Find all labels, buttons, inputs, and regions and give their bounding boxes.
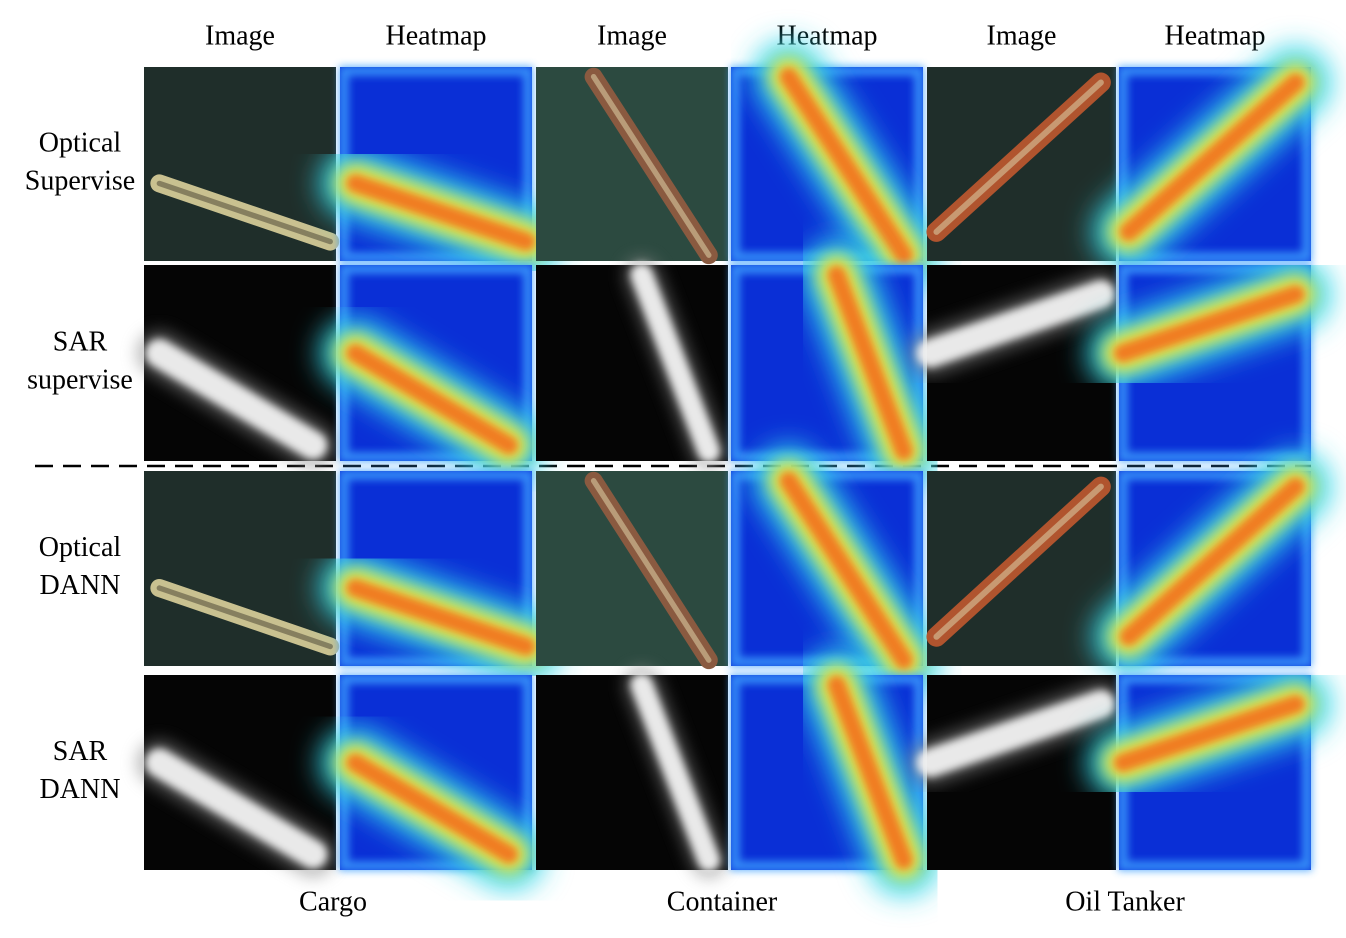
band <box>145 339 327 460</box>
row-label: SAR <box>53 736 108 767</box>
band <box>630 263 720 463</box>
heatmap <box>730 445 939 696</box>
image <box>536 257 728 469</box>
image <box>536 471 728 670</box>
band <box>827 265 913 461</box>
row-label: Optical <box>39 127 122 158</box>
band <box>590 73 712 258</box>
image <box>536 667 728 878</box>
heatmap <box>320 66 562 277</box>
heatmap-edge <box>1118 66 1312 262</box>
band <box>156 585 333 650</box>
band <box>916 690 1115 777</box>
class-label: Cargo <box>299 886 367 917</box>
column-header: Heatmap <box>1164 20 1265 51</box>
row-label: Supervise <box>25 165 135 196</box>
class-label: Oil Tanker <box>1065 886 1185 917</box>
image <box>908 675 1124 870</box>
band <box>1119 477 1305 646</box>
column-header: Image <box>597 20 667 51</box>
heatmap-edge <box>1118 470 1312 667</box>
band <box>346 344 518 455</box>
band <box>933 79 1104 235</box>
heatmap <box>320 470 562 682</box>
heatmap <box>1093 451 1331 672</box>
image <box>136 675 336 877</box>
band <box>916 280 1115 368</box>
heatmap <box>320 264 544 481</box>
image <box>908 265 1124 461</box>
band <box>145 748 327 869</box>
band <box>933 483 1104 640</box>
image <box>136 265 336 468</box>
column-header: Image <box>205 20 275 51</box>
column-header: Heatmap <box>385 20 486 51</box>
heatmap <box>730 649 939 896</box>
heatmap <box>1087 259 1331 462</box>
image <box>926 471 1116 666</box>
band <box>156 180 333 245</box>
band <box>630 673 720 872</box>
heatmap <box>730 41 939 291</box>
band <box>590 478 712 663</box>
band <box>346 753 518 864</box>
row-label: SAR <box>53 326 108 357</box>
heatmap <box>730 239 939 487</box>
band <box>779 67 913 265</box>
image <box>536 67 728 265</box>
row-label: Optical <box>39 532 122 563</box>
column-header: Image <box>987 20 1057 51</box>
band <box>346 579 536 656</box>
row-label: supervise <box>27 364 133 395</box>
image <box>926 67 1116 261</box>
heatmap <box>320 674 544 890</box>
band <box>827 675 913 870</box>
band <box>1113 695 1305 772</box>
heatmap <box>1087 669 1331 871</box>
band <box>779 471 913 670</box>
band <box>1119 73 1305 241</box>
band <box>1113 285 1305 363</box>
image <box>144 471 340 666</box>
row-label: DANN <box>40 774 121 805</box>
class-label: Container <box>667 886 778 917</box>
image <box>144 67 340 261</box>
heatmap <box>1093 47 1331 267</box>
band <box>346 174 536 251</box>
row-label: DANN <box>40 570 121 601</box>
